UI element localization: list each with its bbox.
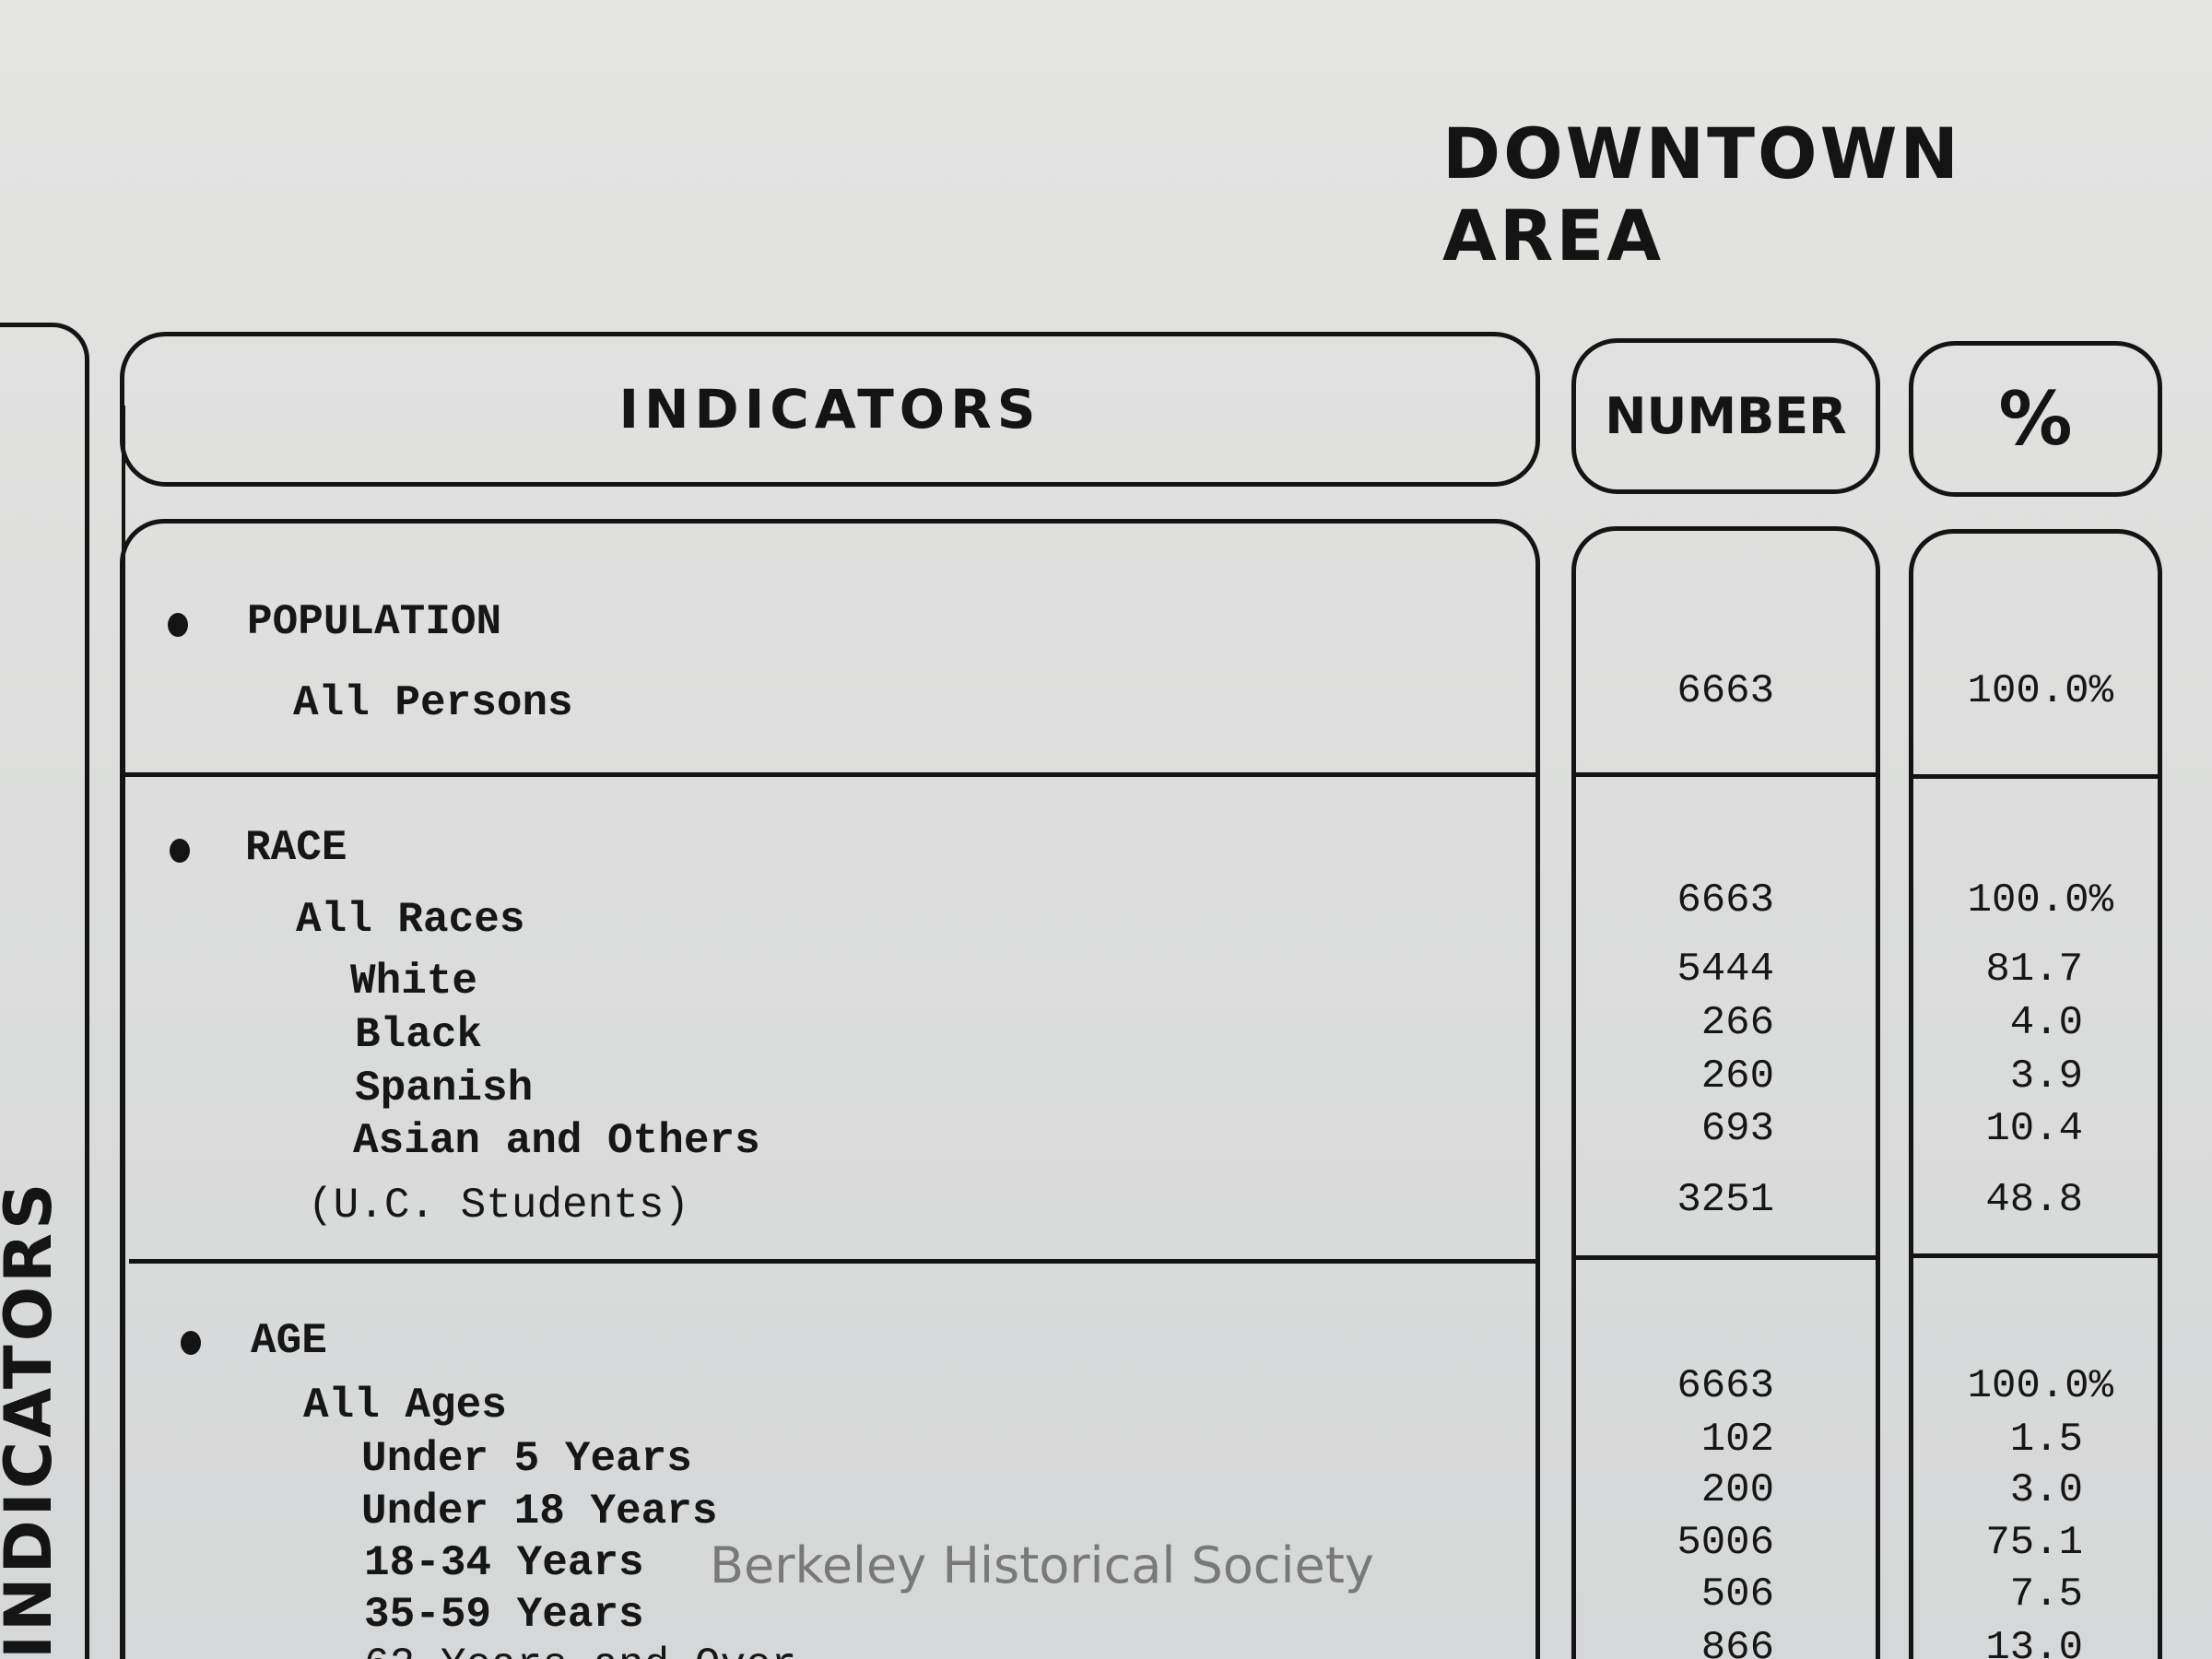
row-percent: 3.0 [2009,1467,2083,1513]
row-number: 693 [1700,1106,1774,1152]
row-percent: 100.0% [1967,877,2113,924]
row-number: 866 [1700,1625,1774,1659]
section-heading-race: RACE [245,824,347,872]
row-number: 6663 [1677,668,1774,714]
row-number: 260 [1700,1053,1774,1100]
row-number: 266 [1700,1000,1774,1046]
row-number: 5006 [1677,1520,1774,1566]
number-header: NUMBER [1571,338,1880,494]
row-label: All Persons [293,679,573,727]
indicators-header-label: INDICATORS [618,378,1041,441]
page-title: DOWNTOWN AREA [1442,112,1962,276]
percent-header: % [1909,341,2162,497]
row-label: Under 5 Years [361,1435,692,1483]
percent-header-label: % [1998,376,2073,462]
row-label: Black [355,1011,483,1059]
row-percent: 7.5 [2009,1571,2083,1618]
row-label: Spanish [355,1065,534,1112]
side-label: INDICATORS [0,1179,66,1659]
number-header-label: NUMBER [1605,387,1847,445]
watermark: Berkeley Historical Society [710,1536,1374,1594]
row-percent: 48.8 [1985,1177,2083,1223]
row-percent: 75.1 [1985,1520,2083,1566]
row-number: 506 [1700,1571,1774,1618]
row-percent: 1.5 [2009,1417,2083,1463]
section-divider [1911,774,2160,779]
row-percent: 10.4 [1985,1106,2083,1152]
side-panel-border [0,323,89,1659]
indicators-column [120,519,1540,1659]
row-number: 3251 [1677,1177,1774,1223]
row-number: 6663 [1677,1363,1774,1409]
row-percent: 3.9 [2009,1053,2083,1100]
bullet-icon [170,839,190,863]
percent-column [1909,529,2162,1659]
section-heading-age: AGE [251,1317,327,1365]
row-percent: 13.0 [1985,1625,2083,1659]
row-percent: 100.0% [1967,1363,2113,1409]
number-column [1571,526,1880,1659]
bullet-icon [168,613,188,637]
section-divider [129,1259,1538,1264]
row-label: (U.C. Students) [308,1182,690,1230]
row-label: 62 Years and Over [364,1644,796,1659]
row-label: 18-34 Years [364,1539,644,1587]
section-divider [1573,772,1878,777]
bullet-icon [181,1331,201,1355]
row-label: Asian and Others [353,1117,760,1165]
row-label: All Races [296,896,525,944]
indicators-header: INDICATORS [120,332,1540,487]
row-percent: 100.0% [1967,668,2113,714]
row-number: 6663 [1677,877,1774,924]
row-number: 5444 [1677,947,1774,993]
row-percent: 81.7 [1985,947,2083,993]
section-divider [122,772,1538,777]
section-divider [1911,1253,2160,1258]
row-percent: 4.0 [2009,1000,2083,1046]
section-heading-population: POPULATION [247,598,502,646]
section-divider [1573,1255,1878,1260]
row-label: White [350,958,478,1006]
row-label: 35-59 Years [364,1591,644,1639]
row-label: Under 18 Years [361,1488,718,1535]
row-number: 102 [1700,1417,1774,1463]
row-label: All Ages [303,1382,507,1430]
row-number: 200 [1700,1467,1774,1513]
